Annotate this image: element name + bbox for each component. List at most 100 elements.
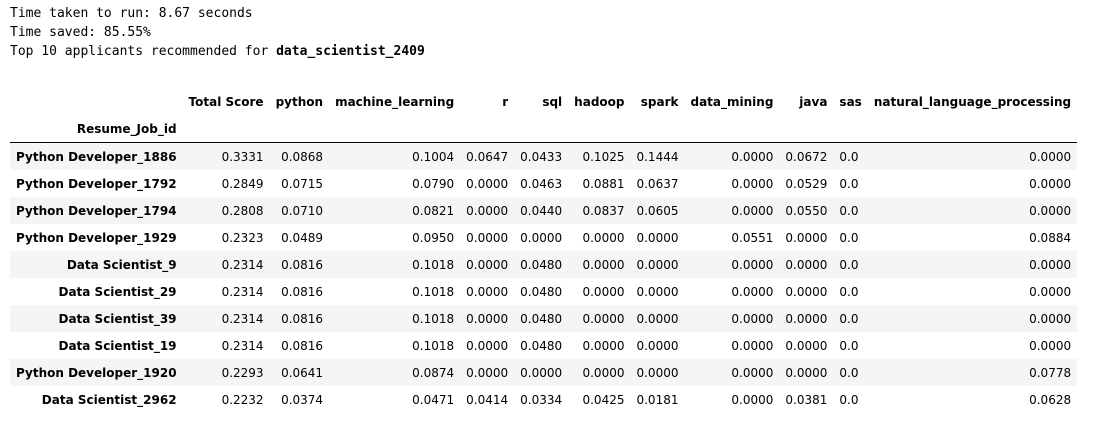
table-row: Data Scientist_19 0.2314 0.0816 0.1018 0.000…: [10, 332, 1077, 359]
table-cell: 0.0000: [520, 230, 563, 245]
table-cell: 0.0480: [520, 338, 563, 353]
table-cell: 0.0000: [731, 284, 774, 299]
table-cell: 0.1444: [636, 149, 679, 164]
table-cell: 0.0: [839, 311, 859, 326]
table-cell: 0.0414: [466, 392, 509, 407]
cell-output: Time taken to run: 8.67 seconds Time sav…: [10, 4, 425, 61]
table-cell: 0.0000: [785, 365, 828, 380]
index-header-row: Resume_Job_id: [10, 115, 1078, 143]
table-cell: 0.0641: [281, 365, 324, 380]
table-row: Data Scientist_29 0.2314 0.0816 0.1018 0.000…: [10, 278, 1077, 305]
results-dataframe: Total Score python machine_learning r sq…: [10, 88, 1078, 413]
table-cell: 0.0000: [731, 365, 774, 380]
table-cell: 0.0000: [731, 311, 774, 326]
table-cell: 0.0463: [520, 176, 563, 191]
column-header: python: [275, 94, 324, 109]
table-cell: 0.0881: [582, 176, 625, 191]
job-id-text: data_scientist_2409: [276, 44, 425, 59]
table-cell: 0.0637: [636, 176, 679, 191]
table-cell: 0.0000: [1029, 176, 1072, 191]
table-cell: 0.0628: [1029, 392, 1072, 407]
column-header: java: [799, 94, 828, 109]
table-cell: 0.0: [839, 365, 859, 380]
table-cell: 0.0550: [785, 203, 828, 218]
row-index-label: Python Developer_1886: [16, 149, 177, 164]
table-cell: 0.0181: [636, 392, 679, 407]
table-cell: 0.2314: [221, 284, 264, 299]
table-cell: 0.1018: [412, 311, 455, 326]
table-cell: 0.0605: [636, 203, 679, 218]
table-cell: 0.0816: [281, 284, 324, 299]
table-row: Python Developer_1792 0.2849 0.0715 0.0790 0…: [10, 170, 1077, 197]
table-cell: 0.0000: [636, 230, 679, 245]
table-cell: 0.0000: [636, 365, 679, 380]
table-cell: 0.0000: [1029, 311, 1072, 326]
column-header: sas: [839, 94, 862, 109]
table-cell: 0.1018: [412, 338, 455, 353]
time-saved-text: Time saved: 85.55%: [10, 25, 151, 40]
table-cell: 0.0000: [636, 284, 679, 299]
table-cell: 0.0000: [731, 176, 774, 191]
table-cell: 0.0551: [731, 230, 774, 245]
table-cell: 0.0710: [281, 203, 324, 218]
table-cell: 0.0000: [636, 338, 679, 353]
table-cell: 0.0884: [1029, 230, 1072, 245]
table-cell: 0.0821: [412, 203, 455, 218]
column-header: data_mining: [690, 94, 774, 109]
table-cell: 0.0672: [785, 149, 828, 164]
table-cell: 0.0000: [785, 257, 828, 272]
column-header-row: Total Score python machine_learning r sq…: [10, 88, 1077, 115]
row-index-label: Data Scientist_9: [66, 257, 177, 272]
table-cell: 0.0: [839, 149, 859, 164]
recommendation-text: Top 10 applicants recommended for: [10, 44, 277, 59]
table-cell: 0.0000: [731, 338, 774, 353]
table-cell: 0.0000: [466, 311, 509, 326]
table-cell: 0.0433: [520, 149, 563, 164]
table-cell: 0.0000: [1029, 284, 1072, 299]
table-cell: 0.0000: [1029, 338, 1072, 353]
table-cell: 0.2314: [221, 257, 264, 272]
table-cell: 0.0000: [1029, 203, 1072, 218]
table-cell: 0.0000: [1029, 149, 1072, 164]
row-index-label: Python Developer_1792: [16, 176, 177, 191]
table-cell: 0.0489: [281, 230, 324, 245]
table-cell: 0.0000: [636, 311, 679, 326]
row-index-label: Data Scientist_19: [58, 338, 177, 353]
table-cell: 0.1018: [412, 284, 455, 299]
table-cell: 0.0778: [1029, 365, 1072, 380]
column-header: r: [502, 94, 509, 109]
row-index-label: Python Developer_1920: [16, 365, 177, 380]
table-cell: 0.0874: [412, 365, 455, 380]
table-cell: 0.0000: [582, 284, 625, 299]
table-cell: 0.0816: [281, 338, 324, 353]
table-cell: 0.2314: [221, 311, 264, 326]
column-header: sql: [542, 94, 563, 109]
table-cell: 0.2808: [221, 203, 264, 218]
table-row: Python Developer_1794 0.2808 0.0710 0.0821 0…: [10, 197, 1078, 224]
row-index-label: Data Scientist_29: [58, 284, 177, 299]
table-cell: 0.0816: [281, 257, 324, 272]
table-cell: 0.0837: [582, 203, 625, 218]
table-row: Python Developer_1920 0.2293 0.0641 0.0874 0…: [10, 359, 1078, 386]
table-cell: 0.2314: [221, 338, 264, 353]
table-cell: 0.0: [839, 230, 859, 245]
table-cell: 0.0: [839, 392, 859, 407]
table-cell: 0.0000: [731, 257, 774, 272]
table-cell: 0.0480: [520, 257, 563, 272]
table-cell: 0.0647: [466, 149, 509, 164]
table-cell: 0.0000: [582, 230, 625, 245]
table-cell: 0.0: [839, 338, 859, 353]
row-index-label: Python Developer_1794: [16, 203, 177, 218]
table-cell: 0.0000: [466, 203, 509, 218]
table-cell: 0.0000: [466, 284, 509, 299]
column-header: Total Score: [188, 94, 264, 109]
table-cell: 0.0000: [520, 365, 563, 380]
table-cell: 0.0471: [412, 392, 455, 407]
table-cell: 0.0950: [412, 230, 455, 245]
table-row: Data Scientist_39 0.2314 0.0816 0.1018 0.000…: [10, 305, 1078, 332]
table-cell: 0.1004: [412, 149, 455, 164]
table-cell: 0.0480: [520, 311, 563, 326]
table-row: Python Developer_1929 0.2323 0.0489 0.0950 0…: [10, 224, 1077, 251]
table-cell: 0.0000: [582, 311, 625, 326]
table-cell: 0.0000: [466, 338, 509, 353]
